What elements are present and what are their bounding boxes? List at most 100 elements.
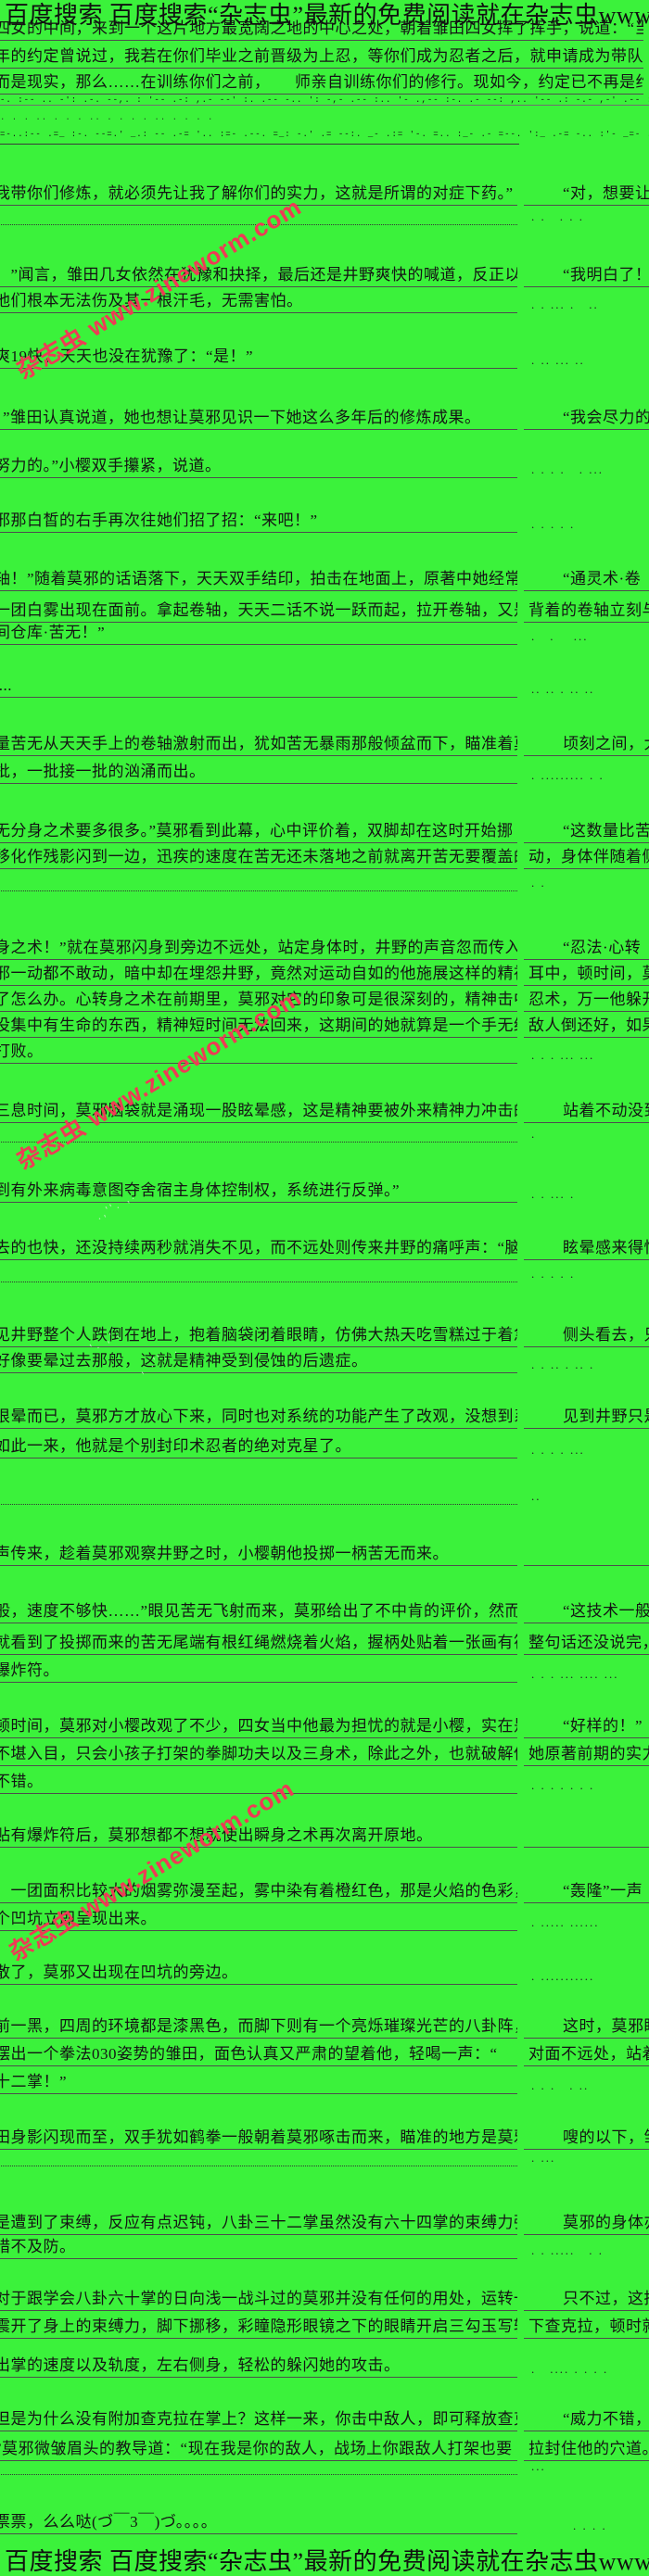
novel-line-left-fragment: 声传来，趁着莫邪观察井野之时，小樱朝他投掷一柄苦无而来。 — [0, 1542, 517, 1566]
blank-underlined-line — [524, 1824, 649, 1848]
novel-line-right-fragment: 顷刻之间，大 — [524, 732, 649, 756]
novel-line-right-fragment: “我会尽力的 — [524, 406, 649, 430]
degraded-dots-fragment: .. — [531, 1489, 541, 1503]
novel-line-right-fragment: “通灵术·卷 — [524, 567, 649, 591]
degraded-dots-fragment: . . ..... . . — [531, 2243, 604, 2257]
degraded-dots-fragment: . . . . ... — [531, 1443, 585, 1457]
garbled-text-band: =-..:-- .=_ :-. --=.' _.: -- .-= '.. :=-… — [0, 131, 649, 139]
novel-line-left-fragment: 批，一批接一批的汹涌而出。 — [0, 760, 517, 784]
novel-line-left-fragment: 努力的。”小樱双手攥紧，说道。 — [0, 454, 517, 478]
novel-line-left-fragment: 出掌的速度以及轨度，左右侧身，轻松的躲闪她的攻击。 — [0, 2354, 517, 2378]
novel-line-left-fragment: 轴！”随着莫邪的话语落下，天天双手结印，拍击在地面上，原著中她经常 — [0, 567, 517, 591]
novel-line-right-fragment: 莫邪的身体亦 — [524, 2211, 649, 2235]
novel-line-right-fragment: 这时，莫邪眼 — [524, 2014, 649, 2039]
novel-line-right-fragment: 背着的卷轴立刻与 — [524, 599, 649, 623]
novel-line-left-fragment: .... — [0, 674, 517, 698]
novel-line-left-fragment: 身之术！”就在莫邪闪身到旁边不远处，站定身体时，井野的声音忽而传入 — [0, 936, 517, 960]
novel-line-left-fragment: 个凹坑立即呈现出来。 — [0, 1907, 517, 1931]
novel-line-left-fragment: 无分身之术要多很多。”莫邪看到此幕，心中评价着，双脚却在这时开始挪 — [0, 819, 517, 843]
novel-line-right-fragment: 耳中，顿时间，莫 — [524, 962, 649, 986]
blank-underlined-line — [0, 867, 517, 891]
novel-line-right-fragment: 整句话还没说完， — [524, 1631, 649, 1655]
novel-line-left-fragment: 摆出一个拳法030姿势的雏田，面色认真又严肃的望着他，轻喝一声：“ — [0, 2042, 517, 2066]
footer-promo-line: 百度搜索 百度搜索“杂志虫”最新的免费阅读就在杂志虫www.zineworm.c… — [5, 2548, 649, 2575]
novel-line-right-fragment: 下查克拉，顿时就 — [524, 2315, 649, 2339]
novel-line-left-fragment: 很晕而已，莫邪方才放心下来，同时也对系统的功能产生了改观，没想到系 — [0, 1405, 517, 1429]
novel-line-left-fragment: 震开了身上的束缚力，脚下挪移，彩瞳隐形眼镜之下的眼睛开启三勾玉写轮 — [0, 2315, 517, 2339]
novel-line-left-fragment: 了怎么办。心转身之术在前期里，莫邪对它的印象可是很深刻的，精神击中 — [0, 988, 517, 1012]
degraded-dots-fragment: . .. ... .. — [531, 353, 585, 367]
novel-line-left-fragment: 间仓库·苦无！” — [0, 621, 517, 645]
novel-line-right-fragment: 拉封住他的穴道。 — [524, 2437, 649, 2461]
novel-line-right-fragment: 她原著前期的实力 — [524, 1742, 649, 1766]
novel-line-left-fragment: 般，速度不够快……”眼见苦无飞射而来，莫邪给出了不中肯的评价，然而 — [0, 1599, 517, 1623]
degraded-dots-fragment: . . — [531, 876, 546, 890]
novel-line-right-fragment: “轰隆”一声 — [524, 1879, 649, 1903]
novel-line-left-fragment: 但是为什么没有附加查克拉在掌上？这样一来，你击中敌人，即可释放查克 — [0, 2407, 517, 2431]
noise-rule-line — [0, 105, 649, 106]
novel-line-right-fragment: “对，想要让 — [524, 182, 649, 206]
novel-line-right-fragment: 侧头看去，只 — [524, 1323, 649, 1347]
novel-line-right-fragment: 忍术，万一他躲开 — [524, 988, 649, 1012]
novel-line-left-fragment: 他们根本无法伤及其一根汗毛，无需害怕。 — [0, 289, 517, 313]
novel-line-left-fragment: 而是现实，那么……在训练你们之前， 师亲自训练你们的修行。现如今，约定已不再是约… — [0, 70, 643, 95]
degraded-dots-fragment: . .... . . . . — [531, 2362, 609, 2376]
novel-line-left-fragment: 四女的中间，来到一个这片地方最宽阔之地的中心之处，朝着雏田四女挥了挥手，说道：“… — [0, 17, 643, 41]
degraded-dots-fragment: . . . . — [531, 2519, 607, 2532]
novel-line-left-fragment: 年的约定曾说过，我若在你们毕业之前晋级为上忍，等你们成为忍者之后，就申请成为带队… — [0, 44, 643, 69]
novel-line-right-fragment: 对面不远处，站着 — [524, 2042, 649, 2066]
degraded-dots-fragment: . . ... . — [531, 1187, 576, 1201]
degraded-dots-fragment: . . . . . — [531, 1267, 576, 1281]
novel-line-right-fragment: 动，身体伴随着侧 — [524, 845, 649, 869]
degraded-dots-fragment: . ..... ...... — [531, 1915, 600, 1929]
novel-line-left-fragment: 我带你们修炼，就必须先让我了解你们的实力，这就是所谓的对症下药。” — [0, 182, 517, 206]
degraded-dots-fragment: . — [531, 1127, 537, 1141]
blank-underlined-line — [0, 201, 517, 225]
degraded-dots-fragment: . . .. . .. . — [531, 1357, 595, 1371]
novel-line-left-fragment: 邪那白皙的右手再次往她们招了招：“来吧！” — [0, 509, 517, 533]
degraded-dots-fragment: . . ... . .. — [531, 297, 599, 311]
novel-line-right-fragment: “这技术一般 — [524, 1599, 649, 1623]
novel-line-left-fragment: 好像要晕过去那般，这就是精神受到侵蚀的后遗症。 — [0, 1349, 517, 1373]
novel-line-left-fragment: 。”雏田认真说道，她也想让莫邪见识一下她这么多年后的修炼成果。 — [0, 406, 517, 430]
blank-underlined-line — [0, 1258, 517, 1282]
degraded-dots-fragment: . . ... — [531, 629, 589, 643]
header-promo-line: 百度搜索 百度搜索“杂志虫”最新的免费阅读就在杂志虫www.zineworm.c… — [5, 2, 649, 29]
degraded-dots-fragment: . ........... — [531, 1969, 595, 1983]
novel-line-left-fragment: 散了，莫邪又出现在凹坑的旁边。 — [0, 1961, 517, 1985]
degraded-dots-fragment: . ......... . . — [531, 768, 604, 782]
novel-line-left-fragment: 前一黑，四周的环境都是漆黑色，而脚下则有一个亮烁璀璨光芒的八卦阵， — [0, 2014, 517, 2039]
novel-line-left-fragment: 爆炸符。 — [0, 1659, 517, 1683]
blank-underlined-line — [0, 2142, 517, 2166]
novel-line-left-fragment: 爽19快，天天也没在犹豫了：“是！” — [0, 345, 517, 369]
degraded-dots-fragment: . . . . .. — [531, 2078, 590, 2092]
novel-line-left-fragment: 是遭到了束缚，反应有点迟钝，八卦三十二掌虽然没有六十四掌的束缚力强 — [0, 2211, 517, 2235]
novel-line-right-fragment: 眩晕感来得快 — [524, 1236, 649, 1260]
blank-underlined-line — [0, 1481, 517, 1505]
novel-line-right-fragment: “忍法·心转 — [524, 936, 649, 960]
blank-underlined-line — [0, 1118, 517, 1143]
degraded-dots-fragment: . ... — [531, 2151, 556, 2165]
novel-line-left-fragment: 措不及防。 — [0, 2235, 517, 2259]
blank-underlined-line — [0, 2451, 517, 2475]
novel-line-left-fragment: 田身影闪现而至，双手犹如鹤拳一般朝着莫邪啄击而来，瞄准的地方是莫邪 — [0, 2126, 517, 2150]
garbled-text-band: . . . .. . . . .. . . . . .. . . . . — [0, 114, 214, 122]
site-watermark: 杂志虫 www.zineworm.com — [4, 1774, 299, 1966]
novel-line-left-fragment: 一团白雾出现在面前。拿起卷轴，天天二话不说一跃而起，拉开卷轴，又是 — [0, 599, 517, 623]
novel-line-left-fragment: 不堪入目，只会小孩子打架的拳脚功夫以及三身术，除此之外，也就破解低 — [0, 1742, 517, 1766]
novel-line-right-fragment: 站着不动没到 — [524, 1099, 649, 1123]
novel-line-right-fragment: “威力不错， — [524, 2407, 649, 2431]
novel-line-right-fragment: 嗖的以下，雏 — [524, 2126, 649, 2150]
novel-line-left-fragment: 到有外来病毒意图夺舍宿主身体控制权，系统进行反弹。” — [0, 1179, 517, 1203]
novel-line-left-fragment: 票票，么么哒(づ￣3￣)づ。。。。 — [0, 2510, 517, 2534]
novel-line-left-fragment: 三息时间，莫邪脑袋就是涌现一股眩晕感，这是精神要被外来精神力冲击的 — [0, 1099, 517, 1123]
degraded-dots-fragment: . . . . . . . — [531, 1778, 595, 1792]
novel-line-left-fragment: 打败。 — [0, 1040, 517, 1064]
novel-line-left-fragment: 不错。 — [0, 1770, 517, 1794]
novel-line-right-fragment: “这数量比苦 — [524, 819, 649, 843]
novel-line-right-fragment: 见到井野只是 — [524, 1405, 649, 1429]
degraded-dots-fragment: . . . . . — [531, 517, 576, 531]
blank-underlined-line — [524, 1542, 649, 1566]
novel-line-left-fragment: ！”闻言，雏田几女依然在犹豫和抉择，最后还是井野爽快的喊道，反正以 — [0, 263, 517, 287]
